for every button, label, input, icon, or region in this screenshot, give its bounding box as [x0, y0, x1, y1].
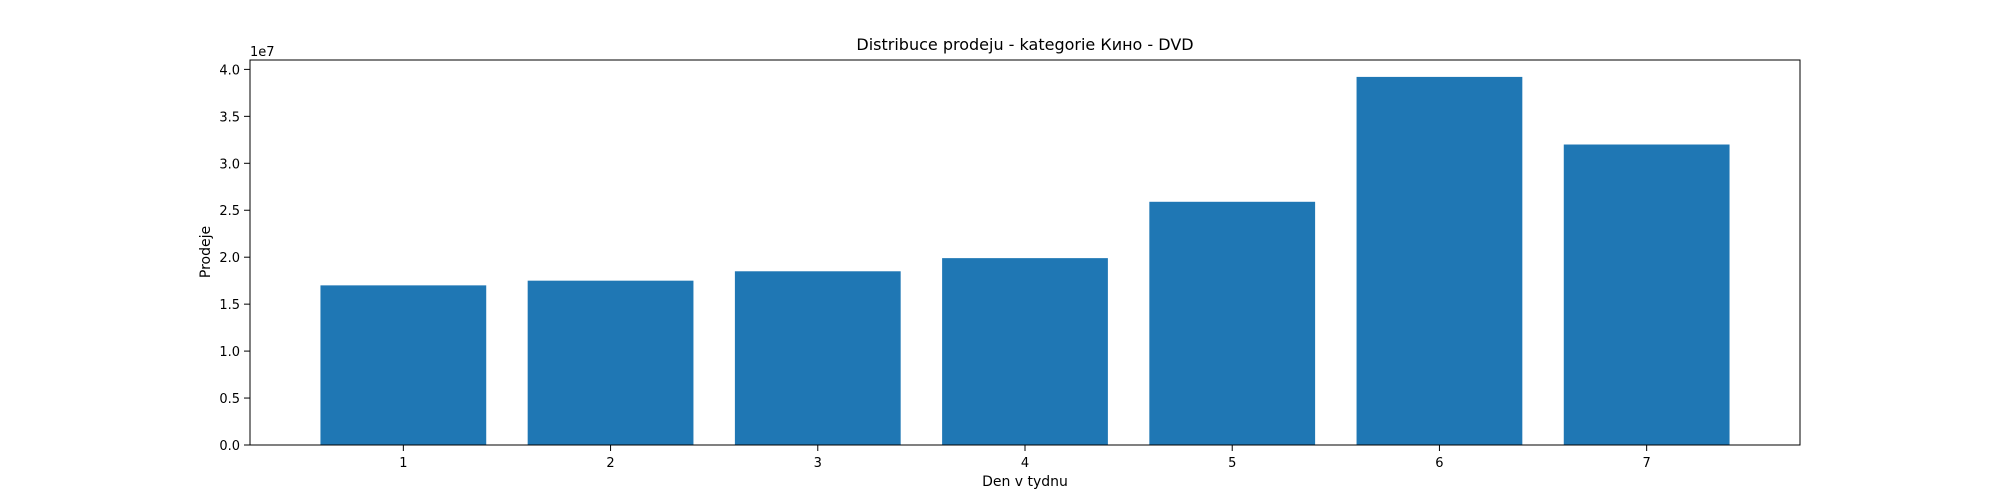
bar-day-3 — [734, 271, 901, 445]
x-tick-label: 2 — [606, 456, 614, 471]
x-tick-label: 7 — [1643, 456, 1651, 471]
y-tick-label: 3.5 — [219, 110, 240, 125]
bar-day-1 — [320, 285, 487, 445]
bar-day-6 — [1356, 76, 1523, 445]
y-tick-label: 0.5 — [219, 392, 240, 407]
bar-day-5 — [1149, 201, 1316, 445]
y-tick-label: 1.0 — [219, 345, 240, 360]
y-axis-label: Prodeje — [198, 226, 214, 278]
x-axis-label: Den v tydnu — [982, 474, 1068, 490]
plot-frame — [249, 59, 1801, 446]
y-tick-label: 2.5 — [219, 204, 240, 219]
bar-day-4 — [942, 258, 1108, 445]
x-tick-label: 5 — [1228, 456, 1236, 471]
x-tick-label: 1 — [399, 456, 407, 471]
y-tick-label: 3.0 — [219, 157, 240, 172]
x-tick-label: 6 — [1435, 456, 1443, 471]
bar-day-7 — [1563, 144, 1730, 445]
y-axis-multiplier: 1e7 — [250, 45, 275, 60]
chart-title: Distribuce prodeju - kategorie Кино - DV… — [856, 35, 1193, 54]
bar-day-2 — [527, 280, 694, 445]
x-tick-label: 3 — [814, 456, 822, 471]
y-tick-label: 0.0 — [219, 439, 240, 454]
x-tick-label: 4 — [1021, 456, 1029, 471]
y-tick-label: 4.0 — [219, 63, 240, 78]
y-tick-label: 1.5 — [219, 298, 240, 313]
y-axis-ticks: 0.0 0.5 1.0 1.5 2.0 2.5 3.0 3.5 4.0 — [219, 63, 250, 454]
y-tick-label: 2.0 — [219, 251, 240, 266]
x-axis-ticks: 1 2 3 4 5 6 7 — [399, 445, 1651, 471]
bars-group — [320, 76, 1730, 445]
